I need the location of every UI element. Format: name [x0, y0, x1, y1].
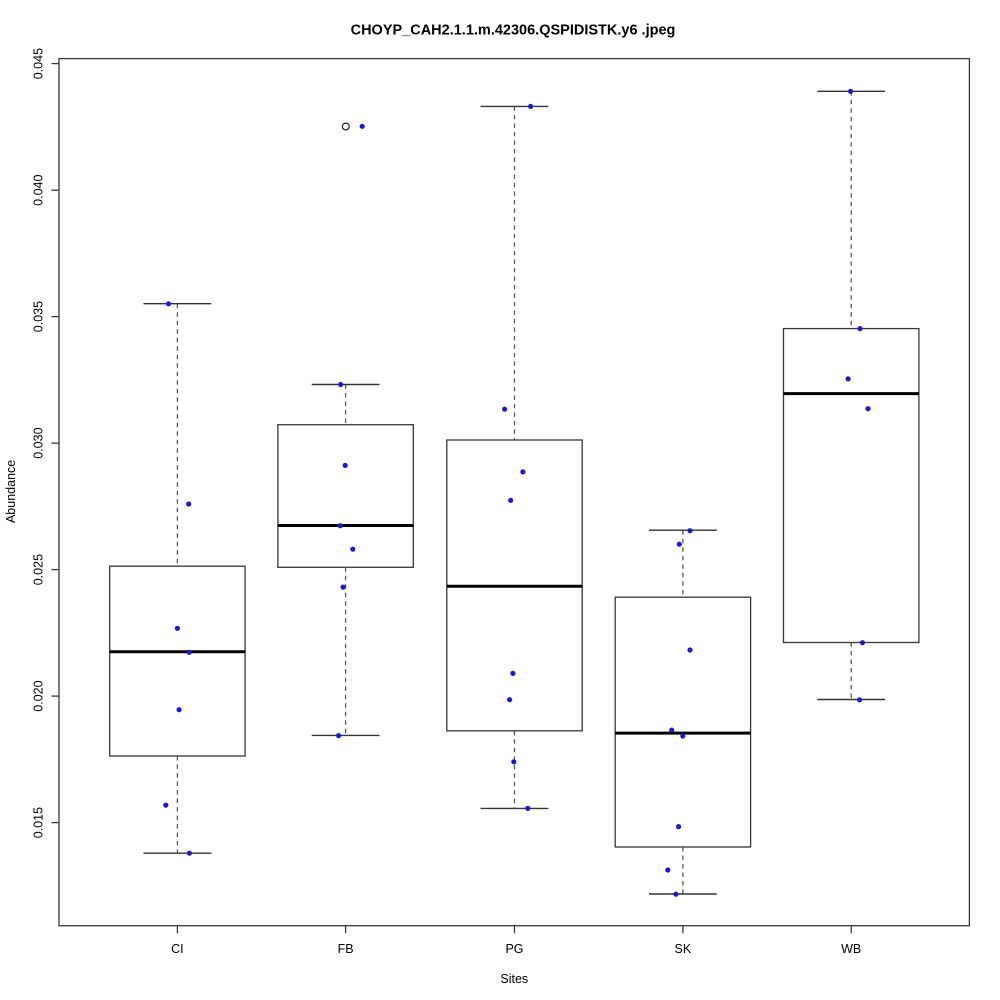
- svg-text:Abundance: Abundance: [4, 460, 18, 523]
- svg-text:0.020: 0.020: [31, 680, 45, 711]
- svg-text:CI: CI: [171, 942, 184, 956]
- svg-text:CHOYP_CAH2.1.1.m.42306.QSPIDIS: CHOYP_CAH2.1.1.m.42306.QSPIDISTK.y6 .jpe…: [351, 22, 676, 38]
- svg-text:FB: FB: [338, 942, 354, 956]
- svg-text:0.015: 0.015: [31, 807, 45, 838]
- svg-text:WB: WB: [841, 942, 861, 956]
- svg-text:0.030: 0.030: [31, 427, 45, 458]
- svg-text:0.040: 0.040: [31, 175, 45, 206]
- svg-text:0.025: 0.025: [31, 554, 45, 585]
- svg-text:PG: PG: [505, 942, 523, 956]
- svg-text:0.035: 0.035: [31, 301, 45, 332]
- svg-text:SK: SK: [675, 942, 692, 956]
- svg-text:0.045: 0.045: [31, 48, 45, 79]
- svg-text:Sites: Sites: [500, 972, 528, 986]
